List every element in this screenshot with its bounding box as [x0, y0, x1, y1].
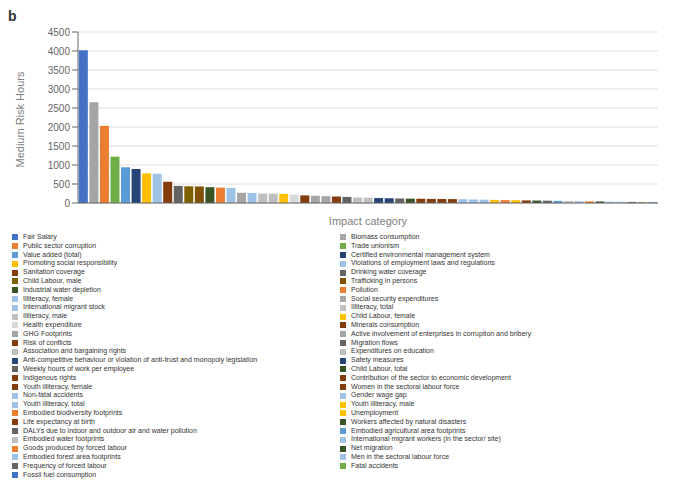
html-text:Biomass consumption: Biomass consumption — [351, 233, 420, 240]
svg-text:2000: 2000 — [48, 122, 71, 133]
html-text:Anti-competitive behaviour or: Anti-competitive behaviour or violation … — [23, 356, 258, 364]
html-text:Frequency of forced labour: Frequency of forced labour — [23, 461, 107, 469]
html-text:Expenditures on education: Expenditures on education — [351, 347, 434, 355]
html-text:International migrant stock: International migrant stock — [23, 303, 106, 311]
html-text:Child Labour, male: Child Labour, male — [23, 277, 82, 284]
html-text:Embodied water footprints: Embodied water footprints — [23, 435, 105, 443]
html-text:Youth illiteracy, male: Youth illiteracy, male — [351, 400, 415, 408]
html-text:Fair Salary: Fair Salary — [23, 233, 57, 240]
html-text:Minerals consumption: Minerals consumption — [351, 321, 420, 328]
svg-text:0: 0 — [64, 198, 70, 209]
svg-text:Impact category: Impact category — [329, 215, 408, 227]
html-text:Trafficking in persons: Trafficking in persons — [351, 277, 418, 284]
html-text:Sanitation coverage: Sanitation coverage — [23, 268, 85, 276]
html-text:Fossil fuel consumption: Fossil fuel consumption — [23, 470, 97, 478]
html-text:Illiteracy, total: Illiteracy, total — [351, 303, 394, 311]
html-text:Public sector corruption: Public sector corruption — [23, 241, 97, 249]
html-text:Workers affected by natural di: Workers affected by natural disasters — [351, 417, 467, 425]
html-text:Fatal accidents: Fatal accidents — [351, 461, 399, 469]
html-text:Youth illiteracy, total: Youth illiteracy, total — [23, 400, 85, 408]
html-text:Health expenditure: Health expenditure — [23, 321, 82, 328]
html-text:Active involvement of enterpri: Active involvement of enterprises in cor… — [351, 329, 532, 337]
svg-text:500: 500 — [53, 179, 70, 190]
html-text:Certified environmental manage: Certified environmental management syste… — [351, 250, 490, 258]
html-text:Association and bargaining rig: Association and bargaining rights — [23, 347, 127, 355]
html-text:Violations of employment laws: Violations of employment laws and regula… — [351, 259, 495, 267]
html-text:Indigenous rights: Indigenous rights — [23, 373, 77, 381]
html-text:Value added (total): Value added (total) — [23, 250, 82, 258]
html-text:Pollution: Pollution — [351, 285, 378, 293]
html-text:Goods produced by forced labou: Goods produced by forced labour — [23, 444, 127, 452]
html-text:Social security expenditures: Social security expenditures — [351, 294, 439, 302]
html-text:Unemployment: Unemployment — [351, 408, 399, 416]
svg-text:1500: 1500 — [48, 141, 71, 152]
svg-text:3500: 3500 — [48, 65, 71, 76]
svg-text:4000: 4000 — [48, 46, 71, 57]
html-text:Youth illiteracy, female: Youth illiteracy, female — [23, 382, 93, 390]
html-text:b: b — [8, 8, 17, 24]
html-text:Women in the sectoral labour f: Women in the sectoral labour force — [351, 382, 460, 390]
svg-text:4500: 4500 — [48, 27, 71, 38]
html-text:International migrant workers: International migrant workers (in the se… — [351, 435, 501, 443]
svg-text:Medium Risk Hours: Medium Risk Hours — [14, 71, 26, 167]
html-text:DALYs due to indoor and outdoo: DALYs due to indoor and outdoor air and … — [23, 426, 197, 434]
html-text:Gender wage gap: Gender wage gap — [351, 391, 407, 399]
html-text:Trade unionism: Trade unionism — [351, 241, 399, 249]
html-text:Non-fatal accidents: Non-fatal accidents — [23, 391, 83, 399]
html-text:GHG Footprints: GHG Footprints — [23, 329, 72, 337]
html-text:Embodied forest area footprint: Embodied forest area footprints — [23, 452, 121, 460]
html-text:Contribution of the sector to: Contribution of the sector to economic d… — [351, 373, 511, 381]
html-text:Promoting social responsibilit: Promoting social responsibility — [23, 259, 118, 267]
html-text:Net migration: Net migration — [351, 444, 393, 452]
html-text:Life expectancy at birth: Life expectancy at birth — [23, 417, 95, 425]
svg-text:2500: 2500 — [48, 103, 71, 114]
html-text:Child Labour, female: Child Labour, female — [351, 312, 416, 320]
html-text:Embodied biodiversity footprin: Embodied biodiversity footprints — [23, 408, 123, 416]
html-text:Drinking water coverage: Drinking water coverage — [351, 268, 427, 276]
svg-text:3000: 3000 — [48, 84, 71, 95]
html-text:Men in the sectoral labour for: Men in the sectoral labour force — [351, 452, 450, 460]
html-text:Illiteracy, female: Illiteracy, female — [23, 294, 74, 302]
svg-text:1000: 1000 — [48, 160, 71, 171]
html-text:Migration flows: Migration flows — [351, 338, 398, 346]
html-text:Industrial water depletion: Industrial water depletion — [23, 285, 101, 293]
html-text:Embodied agricultural area foo: Embodied agricultural area footprints — [351, 426, 466, 434]
html-text:Risk of conflicts: Risk of conflicts — [23, 338, 72, 346]
html-text:Safety measures: Safety measures — [351, 356, 404, 364]
html-text:Child Labour, total: Child Labour, total — [351, 365, 408, 372]
html-text:Illiteracy, male: Illiteracy, male — [23, 312, 68, 320]
html-text:Weekly hours of work per emplo: Weekly hours of work per employee — [23, 365, 135, 372]
